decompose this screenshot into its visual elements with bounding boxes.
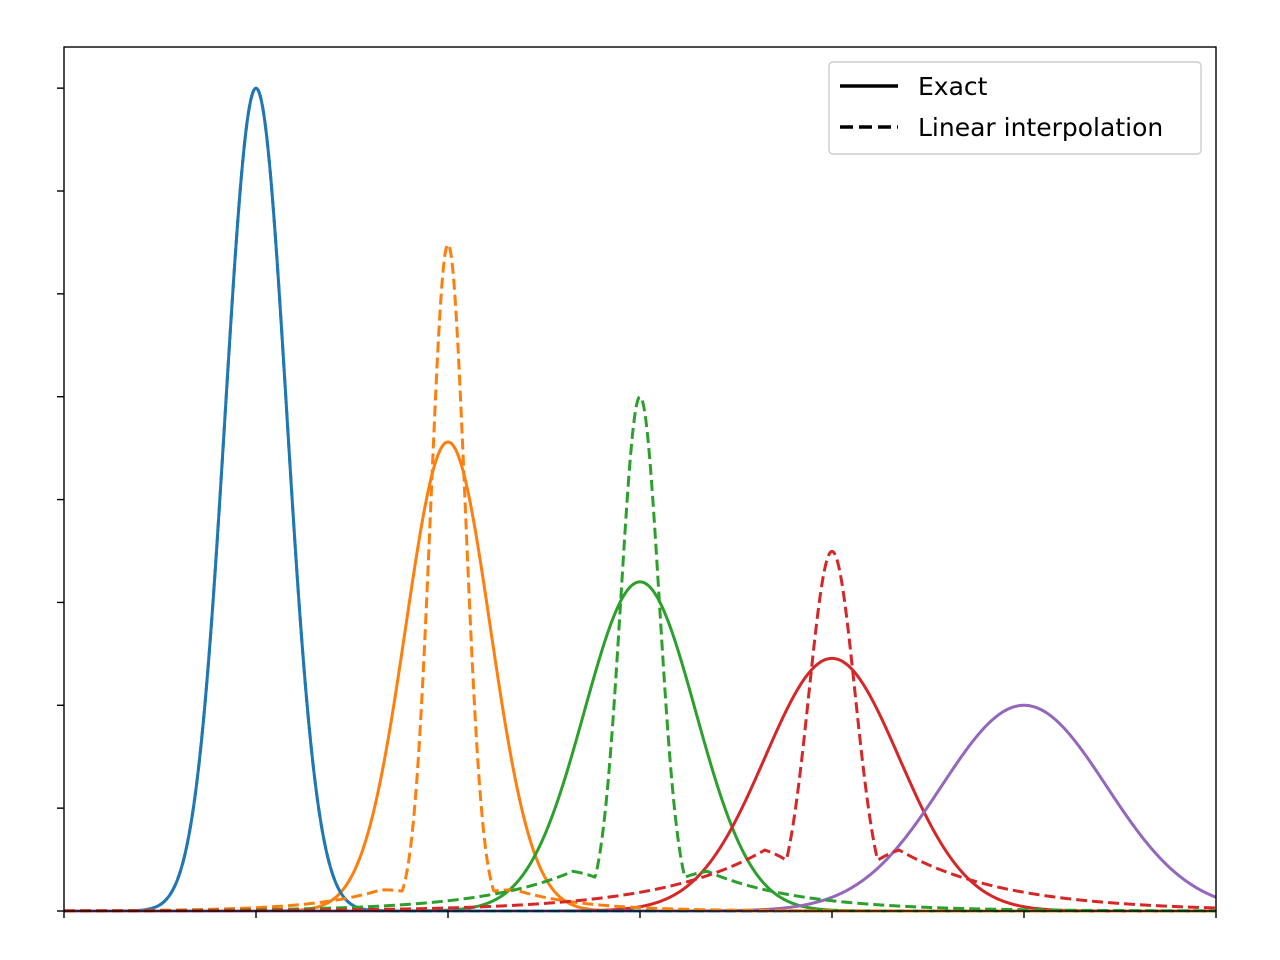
legend: Exact Linear interpolation [828, 61, 1202, 155]
plot-frame [63, 46, 1217, 912]
legend-interp-label: Linear interpolation [918, 113, 1163, 142]
legend-box [828, 61, 1202, 155]
tick-layer [57, 87, 1217, 918]
legend-exact-label: Exact [918, 72, 988, 101]
